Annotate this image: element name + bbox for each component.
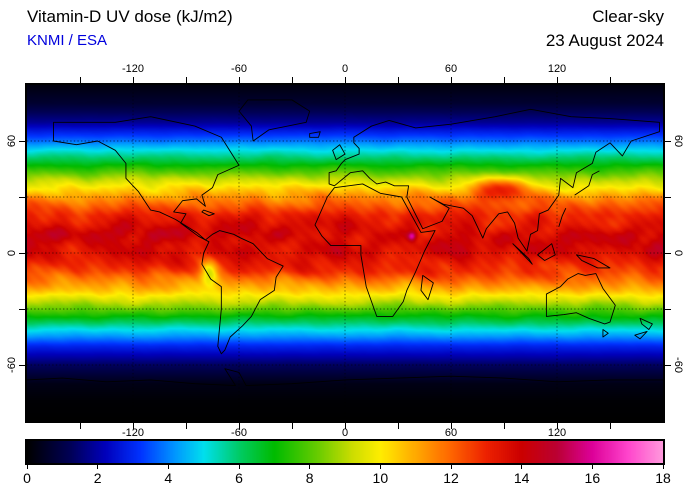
lon-tick-bottom bbox=[503, 423, 505, 429]
coastline-greenland bbox=[239, 100, 310, 141]
colorbar-tick bbox=[26, 465, 28, 469]
colorbar-label: 4 bbox=[164, 470, 173, 486]
lon-tick-bottom bbox=[450, 423, 452, 429]
colorbar-tick bbox=[591, 465, 593, 469]
lon-label-top: 60 bbox=[444, 63, 458, 75]
lon-label-bottom: -60 bbox=[231, 427, 247, 439]
colorbar-tick bbox=[309, 465, 311, 469]
colorbar-tick bbox=[238, 465, 240, 469]
colorbar-label: 2 bbox=[93, 470, 102, 486]
colorbar-label: 18 bbox=[655, 470, 671, 486]
coastline-borneo bbox=[538, 244, 556, 261]
lat-label-left: 60 bbox=[6, 134, 18, 148]
colorbar-tick bbox=[97, 465, 99, 469]
lat-tick-right bbox=[665, 196, 671, 198]
coastline-antarctica bbox=[27, 369, 663, 386]
colorbar-label: 14 bbox=[513, 470, 530, 486]
coastlines bbox=[27, 100, 663, 386]
lon-tick-bottom bbox=[556, 423, 558, 429]
lon-label-top: -60 bbox=[231, 63, 247, 75]
lon-tick-bottom bbox=[291, 423, 293, 429]
colorbar-gradient-canvas bbox=[27, 441, 663, 463]
lat-tick-right bbox=[665, 308, 671, 310]
colorbar-frame bbox=[25, 439, 665, 465]
lon-label-top: 120 bbox=[547, 63, 567, 75]
coastlines-gridlines-overlay bbox=[27, 85, 663, 421]
colorbar-label: 6 bbox=[235, 470, 243, 486]
coastline-africa bbox=[315, 184, 435, 317]
colorbar-label: 10 bbox=[372, 470, 389, 486]
map-frame bbox=[25, 83, 665, 423]
lat-label-right: -60 bbox=[672, 357, 684, 373]
coastline-philippines bbox=[559, 208, 566, 227]
lon-tick-bottom bbox=[79, 423, 81, 429]
lat-label-right: 0 bbox=[672, 249, 684, 257]
coastline-australia bbox=[546, 274, 615, 324]
source-credit: KNMI / ESA bbox=[27, 32, 108, 49]
coastline-new-zealand bbox=[635, 318, 653, 339]
lon-label-top: 0 bbox=[341, 63, 349, 75]
coastline-japan bbox=[575, 171, 600, 195]
coastline-sumatra bbox=[513, 244, 532, 265]
coastline-british-isles bbox=[333, 145, 345, 160]
colorbar-label: 0 bbox=[23, 470, 31, 486]
lon-tick-bottom bbox=[132, 423, 134, 429]
colorbar-label: 16 bbox=[584, 470, 601, 486]
lat-tick-right bbox=[665, 140, 671, 142]
lat-tick-right bbox=[665, 252, 671, 254]
page-title: Vitamin-D UV dose (kJ/m2) bbox=[27, 7, 233, 26]
colorbar-label: 12 bbox=[443, 470, 459, 486]
lon-tick-bottom bbox=[609, 423, 611, 429]
lat-label-left: 0 bbox=[6, 249, 18, 257]
lon-tick-bottom bbox=[185, 423, 187, 429]
colorbar-tick bbox=[450, 465, 452, 469]
lon-label-bottom: -120 bbox=[121, 427, 145, 439]
date-label: 23 August 2024 bbox=[545, 31, 664, 50]
lon-label-bottom: 60 bbox=[444, 427, 458, 439]
lon-label-bottom: 0 bbox=[341, 427, 349, 439]
colorbar-tick bbox=[167, 465, 169, 469]
lat-label-left: -60 bbox=[6, 357, 18, 373]
coastline-new-guinea bbox=[576, 255, 610, 268]
colorbar-tick bbox=[379, 465, 381, 469]
lon-label-top: -120 bbox=[121, 63, 145, 75]
graticule-gridlines bbox=[27, 85, 663, 421]
lon-label-bottom: 120 bbox=[547, 427, 567, 439]
coastline-cuba bbox=[202, 210, 214, 216]
colorbar-label: 8 bbox=[305, 470, 314, 486]
lon-tick-bottom bbox=[344, 423, 346, 429]
lat-tick-right bbox=[665, 364, 671, 366]
colorbar-tick bbox=[662, 465, 664, 469]
coastline-south-america bbox=[202, 231, 283, 354]
colorbar-tick bbox=[521, 465, 523, 469]
coastline-tasmania bbox=[603, 330, 608, 337]
lon-tick-bottom bbox=[238, 423, 240, 429]
coastline-north-america bbox=[54, 117, 240, 240]
lat-label-right: 60 bbox=[672, 134, 684, 148]
sky-condition-label: Clear-sky bbox=[592, 7, 664, 26]
coastline-iceland bbox=[310, 132, 321, 138]
coastline-madagascar bbox=[421, 275, 433, 299]
coastline-eurasia bbox=[329, 109, 659, 251]
lon-tick-bottom bbox=[397, 423, 399, 429]
